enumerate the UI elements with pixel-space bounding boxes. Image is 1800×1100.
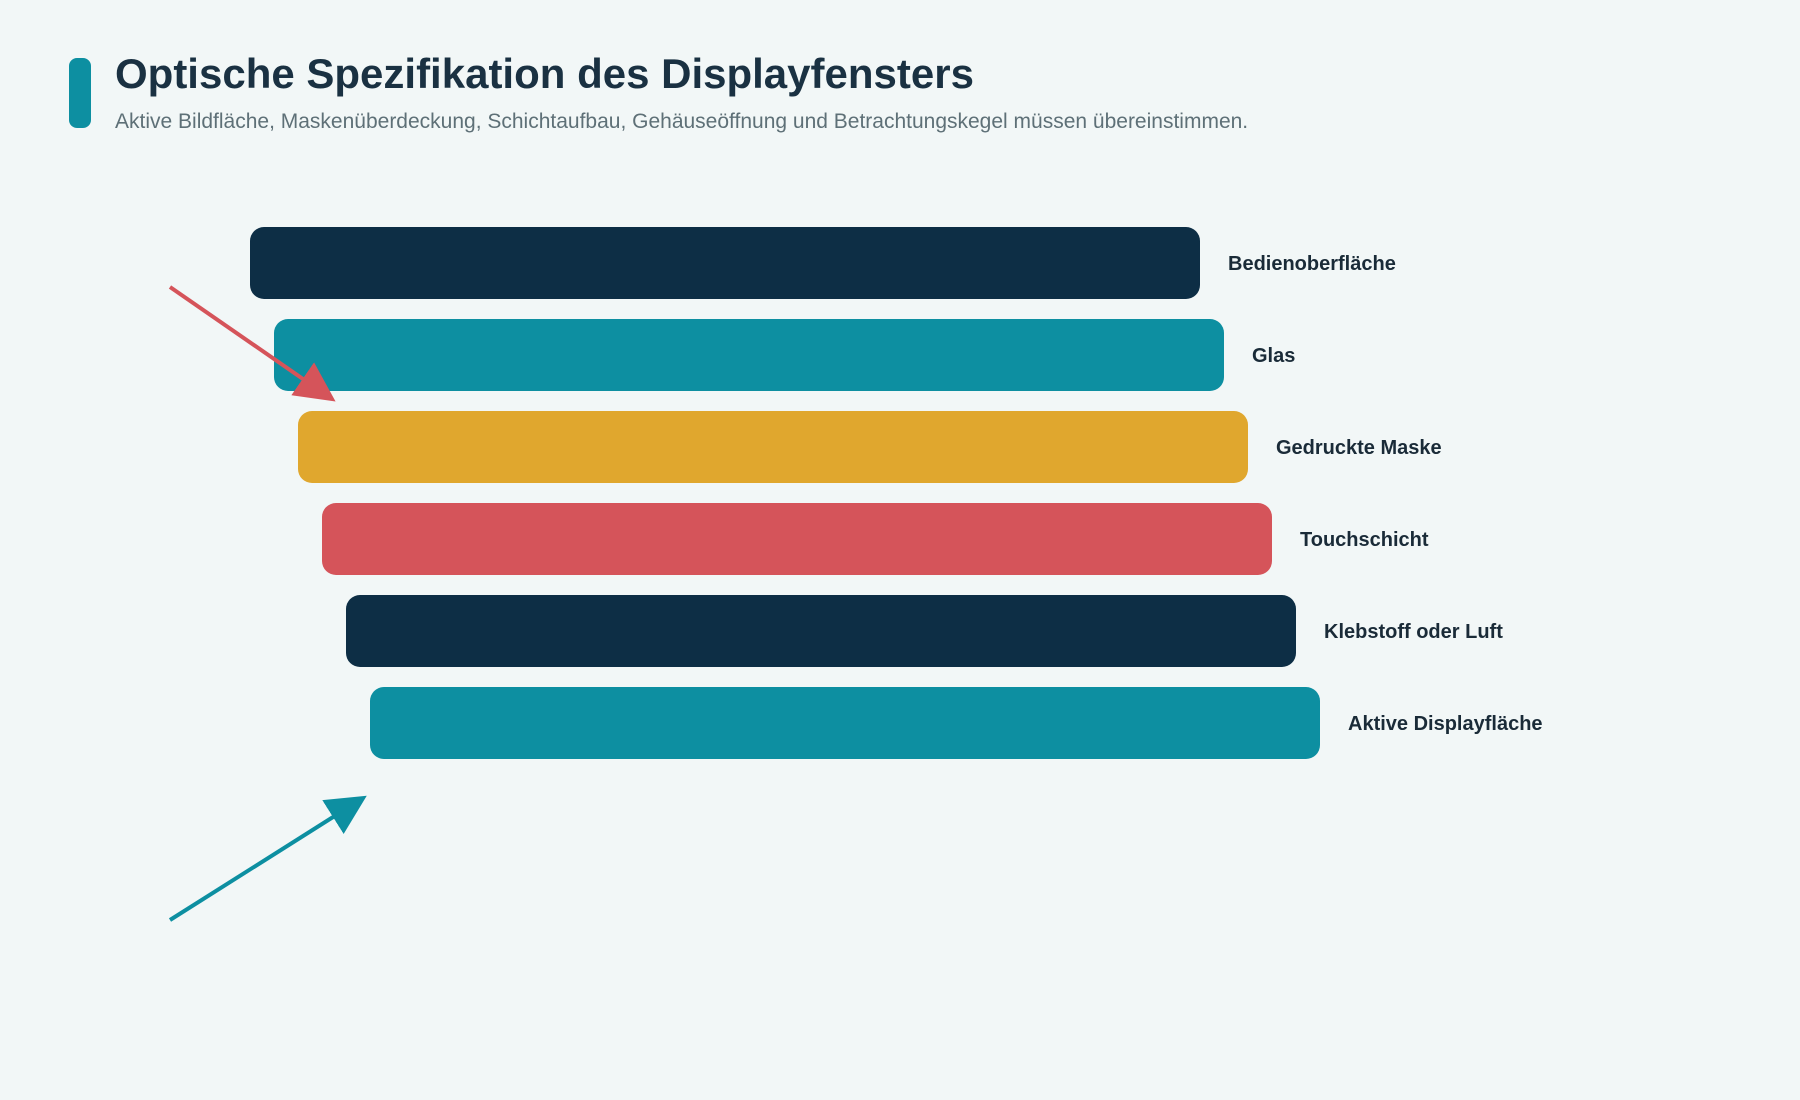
layer-label: Gedruckte Maske [1276, 437, 1442, 459]
layer-bar [346, 595, 1296, 667]
layer-1: Bedienoberfläche [250, 227, 1396, 299]
layer-label: Glas [1252, 345, 1295, 367]
incoming-light-arrow [168, 285, 336, 402]
layer-label: Bedienoberfläche [1228, 253, 1396, 275]
layer-6: Aktive Displayfläche [370, 687, 1543, 759]
layer-4: Touchschicht [322, 503, 1429, 575]
viewing-cone-arrow [168, 795, 367, 922]
layer-bar [370, 687, 1320, 759]
page-subtitle: Aktive Bildfläche, Maskenüberdeckung, Sc… [115, 110, 1249, 133]
layer-3: Gedruckte Maske [298, 411, 1442, 483]
layer-bar [250, 227, 1200, 299]
layer-bar [322, 503, 1272, 575]
layer-2: Glas [274, 319, 1295, 391]
layer-label: Touchschicht [1300, 529, 1429, 551]
layer-label: Aktive Displayfläche [1348, 713, 1543, 735]
layer-bar [274, 319, 1224, 391]
title-accent-bar [69, 58, 91, 128]
layer-label: Klebstoff oder Luft [1324, 621, 1503, 643]
layer-bar [298, 411, 1248, 483]
page-title: Optische Spezifikation des Displayfenste… [115, 50, 974, 97]
layer-5: Klebstoff oder Luft [346, 595, 1503, 667]
layer-stack: Bedienoberfläche Glas Gedruckte Maske Touch… [250, 227, 1543, 759]
